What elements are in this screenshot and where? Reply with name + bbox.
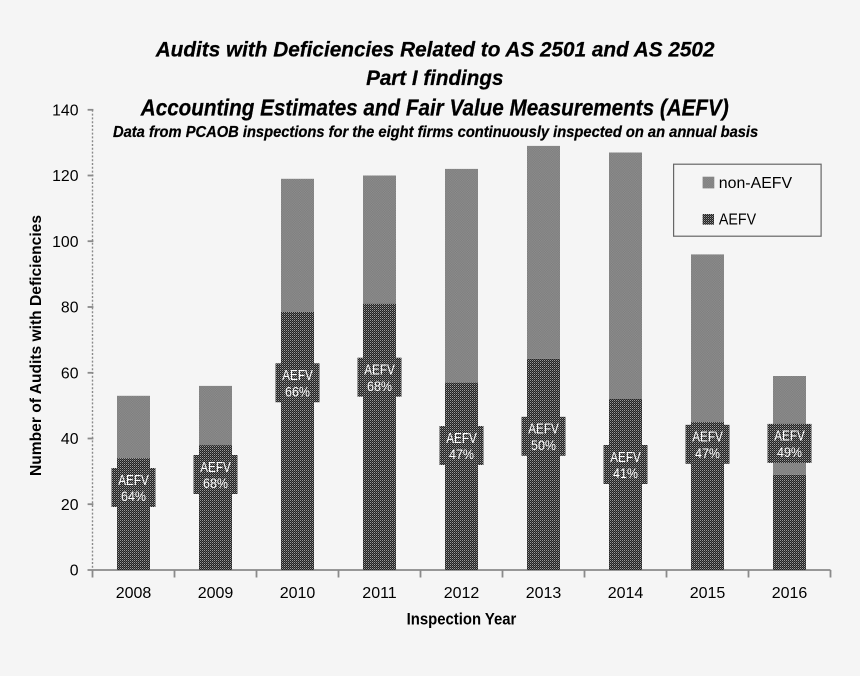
svg-text:2015: 2015 — [690, 585, 726, 602]
svg-text:Part I findings: Part I findings — [366, 66, 503, 90]
svg-text:140: 140 — [52, 102, 79, 119]
svg-text:AEFV: AEFV — [774, 429, 805, 445]
svg-text:60: 60 — [61, 365, 79, 382]
svg-text:2012: 2012 — [444, 585, 480, 602]
svg-text:47%: 47% — [695, 445, 720, 461]
svg-text:AEFV: AEFV — [692, 430, 723, 446]
svg-text:Accounting Estimates and Fair: Accounting Estimates and Fair Value Meas… — [140, 95, 729, 121]
svg-text:49%: 49% — [777, 444, 802, 460]
svg-text:AEFV: AEFV — [719, 212, 757, 229]
svg-text:68%: 68% — [367, 378, 392, 394]
svg-text:2011: 2011 — [362, 585, 397, 602]
svg-text:AEFV: AEFV — [282, 368, 313, 384]
svg-text:80: 80 — [61, 300, 79, 317]
svg-text:AEFV: AEFV — [364, 363, 395, 379]
svg-text:AEFV: AEFV — [200, 460, 231, 476]
svg-text:2013: 2013 — [526, 585, 562, 602]
svg-text:68%: 68% — [203, 475, 228, 491]
svg-text:non-AEFV: non-AEFV — [719, 175, 793, 192]
svg-text:40: 40 — [61, 431, 79, 448]
svg-text:2016: 2016 — [772, 585, 808, 602]
svg-text:64%: 64% — [121, 488, 146, 504]
svg-text:Number of Audits with Deficien: Number of Audits with Deficiencies — [28, 215, 45, 476]
svg-text:50%: 50% — [531, 437, 556, 453]
svg-text:2009: 2009 — [198, 585, 234, 602]
svg-text:2010: 2010 — [280, 585, 316, 602]
svg-text:20: 20 — [61, 497, 79, 514]
svg-text:47%: 47% — [449, 446, 474, 462]
svg-text:2008: 2008 — [116, 585, 152, 602]
svg-text:Data from PCAOB inspections fo: Data from PCAOB inspections for the eigh… — [113, 124, 759, 141]
svg-text:66%: 66% — [285, 384, 310, 400]
svg-text:2014: 2014 — [608, 585, 644, 602]
svg-text:100: 100 — [52, 234, 79, 251]
svg-text:120: 120 — [52, 168, 79, 185]
svg-text:Audits with Deficiencies Relat: Audits with Deficiencies Related to AS 2… — [155, 38, 715, 62]
svg-text:Inspection Year: Inspection Year — [407, 610, 517, 629]
svg-text:0: 0 — [70, 563, 79, 580]
svg-text:AEFV: AEFV — [610, 450, 641, 466]
svg-text:AEFV: AEFV — [118, 473, 149, 489]
svg-text:AEFV: AEFV — [446, 431, 477, 447]
svg-text:AEFV: AEFV — [528, 422, 559, 438]
svg-text:41%: 41% — [613, 465, 638, 481]
